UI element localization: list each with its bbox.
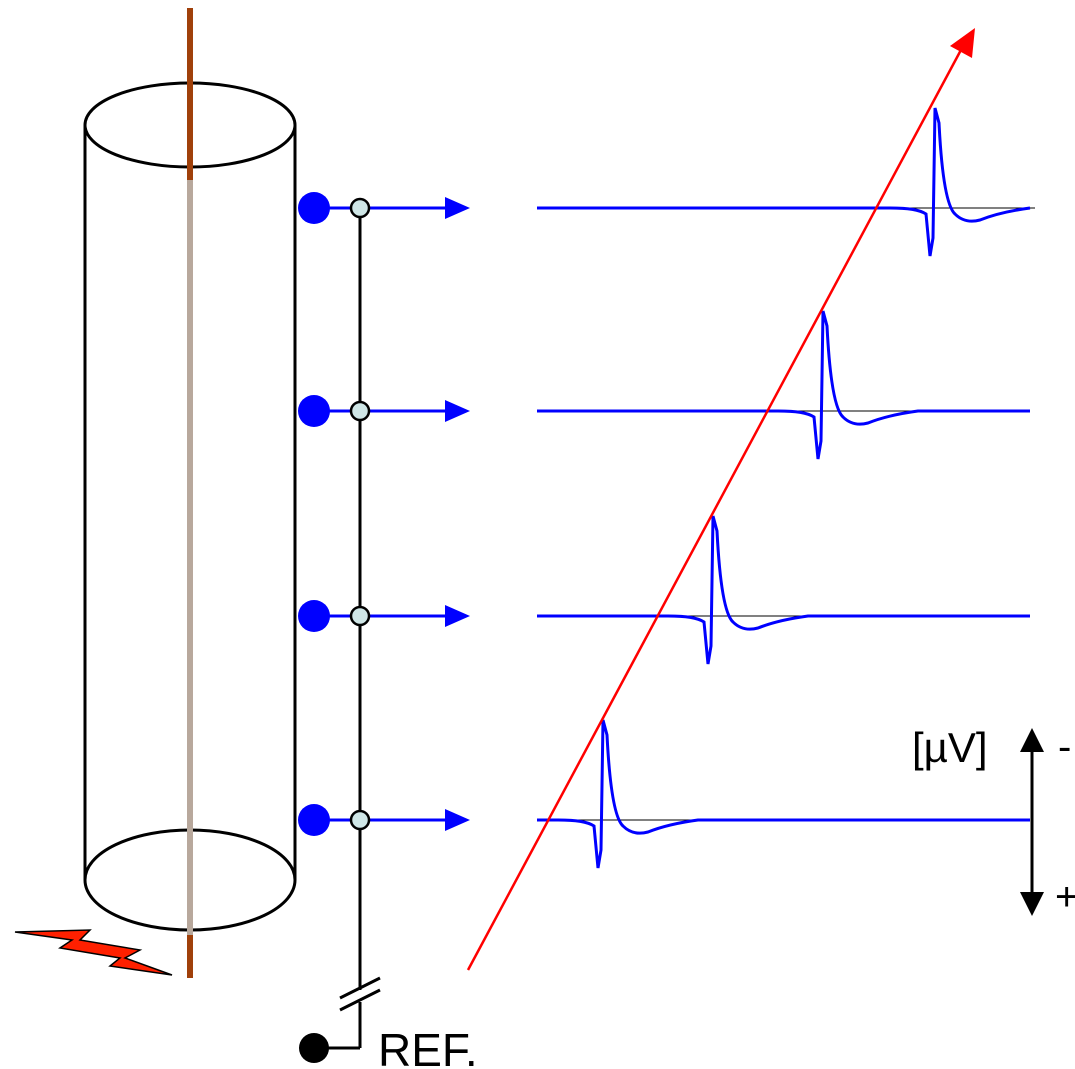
electrode bbox=[298, 600, 330, 632]
signal-trace bbox=[537, 107, 1031, 257]
positive-label: + bbox=[1055, 875, 1075, 919]
channel-arrow bbox=[445, 809, 470, 831]
signal-trace bbox=[537, 719, 1030, 869]
propagation-arrowhead bbox=[950, 28, 975, 58]
signal-trace bbox=[537, 515, 1030, 665]
channel-arrow bbox=[445, 197, 470, 219]
channel-arrow bbox=[445, 400, 470, 422]
junction bbox=[349, 809, 371, 831]
scale-arrow-up bbox=[1020, 728, 1044, 752]
electrode bbox=[298, 192, 330, 224]
channel-arrow bbox=[445, 605, 470, 627]
signal-trace bbox=[537, 310, 1030, 460]
stimulus bbox=[14, 929, 173, 976]
channels bbox=[298, 107, 1035, 869]
electrode bbox=[298, 395, 330, 427]
electrode bbox=[298, 804, 330, 836]
negative-label: - bbox=[1058, 725, 1071, 769]
scale-arrow-down bbox=[1020, 892, 1044, 916]
break-mark bbox=[339, 976, 381, 1000]
ref-label: REF. bbox=[378, 1024, 478, 1069]
junction bbox=[349, 605, 371, 627]
junction bbox=[349, 400, 371, 422]
break-mark bbox=[339, 988, 381, 1012]
propagation-line bbox=[466, 47, 964, 971]
unit-label: [µV] bbox=[912, 724, 988, 771]
ref-electrode bbox=[299, 1033, 329, 1063]
junction bbox=[349, 197, 371, 219]
